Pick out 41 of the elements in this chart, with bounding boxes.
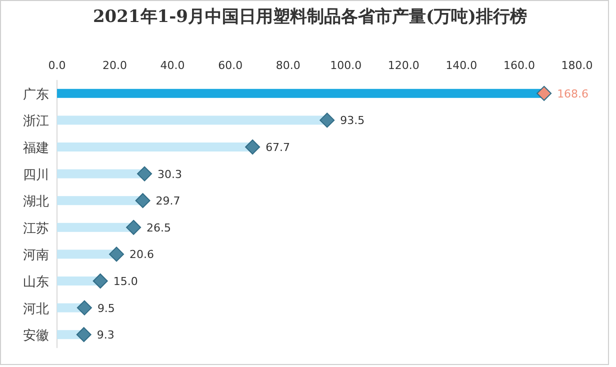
data-label: 20.6: [130, 248, 154, 262]
data-label: 26.5: [146, 221, 172, 234]
data-label: 9.5: [97, 302, 115, 315]
point: [92, 274, 108, 288]
data-label: 9.3: [96, 328, 114, 342]
point: [245, 140, 260, 154]
point: [320, 112, 335, 128]
point: [109, 246, 124, 262]
data-label: 29.7: [156, 194, 180, 208]
x-tick-label: 60.0: [218, 59, 243, 72]
point: [126, 220, 142, 235]
x-tick-label: 100.0: [330, 59, 362, 72]
x-tick-label: 120.0: [388, 59, 420, 72]
y-tick-label: 河北: [23, 302, 49, 317]
x-tick-label: 0.0: [48, 59, 66, 72]
data-label: 168.6: [557, 87, 589, 100]
x-tick-label: 160.0: [503, 59, 535, 72]
point: [135, 193, 150, 208]
data-label: 15.0: [113, 275, 138, 288]
y-tick-label: 安徽: [23, 328, 49, 344]
y-tick-label: 湖北: [23, 194, 49, 210]
y-tick-label: 福建: [23, 141, 49, 156]
x-tick-label: 80.0: [276, 59, 300, 72]
y-tick-label: 河南: [23, 248, 49, 264]
chart-title: 2021年1-9月中国日用塑料制品各省市产量(万吨)排行榜: [92, 6, 528, 28]
x-tick-label: 140.0: [446, 59, 478, 72]
y-tick-label: 江苏: [23, 221, 49, 236]
point: [76, 300, 92, 316]
x-tick-label: 40.0: [160, 59, 185, 72]
y-tick-label: 广东: [23, 87, 49, 102]
y-tick-label: 四川: [23, 168, 49, 183]
x-tick-label: 180.0: [561, 59, 593, 72]
y-tick-label: 山东: [23, 275, 49, 290]
x-tick-label: 20.0: [102, 59, 128, 72]
data-label: 93.5: [340, 114, 365, 128]
data-label: 67.7: [266, 141, 290, 154]
point: [536, 86, 552, 101]
point: [76, 327, 92, 342]
point: [137, 166, 152, 182]
data-label: 30.3: [158, 168, 182, 181]
y-tick-label: 浙江: [23, 114, 49, 130]
